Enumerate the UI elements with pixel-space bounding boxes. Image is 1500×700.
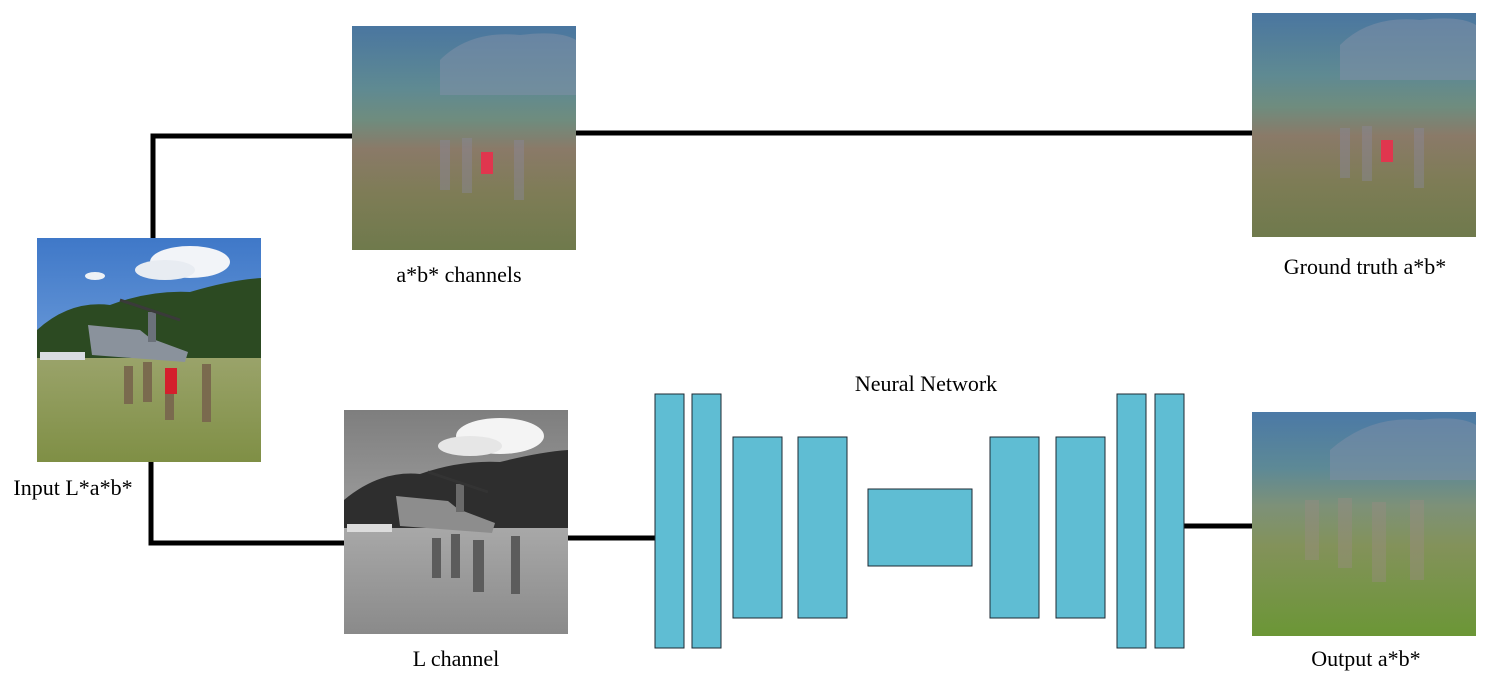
connector-input-to-ab <box>150 133 352 238</box>
input-image <box>37 238 261 462</box>
neural-network-label: Neural Network <box>855 371 997 396</box>
nn-bottleneck <box>867 488 973 567</box>
ground-truth-label: Ground truth a*b* <box>1284 254 1447 279</box>
ab-channels-image <box>352 26 576 250</box>
ground-truth-image <box>1252 13 1476 237</box>
l-channel-image <box>344 410 568 634</box>
nn-layer-1 <box>654 393 685 649</box>
nn-layer-8 <box>1154 393 1185 649</box>
input-label: Input L*a*b* <box>13 475 132 500</box>
nn-layer-2 <box>691 393 722 649</box>
nn-layer-5 <box>989 436 1040 619</box>
ab-channels-label: a*b* channels <box>396 262 521 287</box>
output-label: Output a*b* <box>1311 646 1420 671</box>
l-channel-label: L channel <box>413 646 500 671</box>
nn-layer-7 <box>1116 393 1147 649</box>
output-ab-image <box>1252 412 1476 636</box>
nn-layer-6 <box>1055 436 1106 619</box>
connector-input-to-l <box>148 462 344 546</box>
connectors <box>148 130 1252 546</box>
neural-network <box>654 393 1185 649</box>
nn-layer-3 <box>732 436 783 619</box>
nn-layer-4 <box>797 436 848 619</box>
